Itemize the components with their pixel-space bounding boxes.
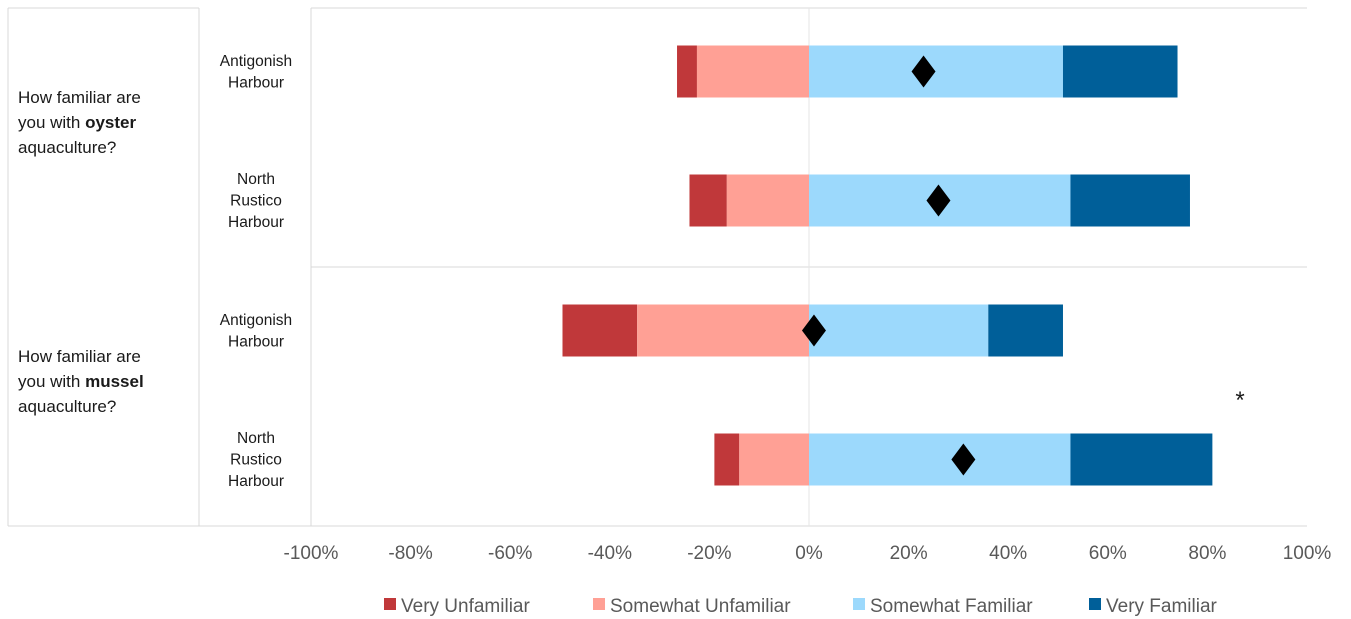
mean-marker-g1-r1 [911,55,936,88]
x-tick-label: 20% [890,543,928,564]
mean-marker-g2-r2 [951,443,976,476]
mean-markers [801,55,976,476]
bar-very-familiar-g2-r1 [988,304,1063,357]
row-label-line: Rustico [230,452,282,469]
question-line-3: aquaculture? [18,138,116,157]
question-labels: How familiar are you with oyster aquacultu… [18,88,144,416]
bar-very-familiar-g2-r2 [1070,433,1213,486]
question-label-2: How familiar are you with mussel aquacultu… [18,347,144,416]
legend: Very Unfamiliar Somewhat Unfamiliar Somewh… [384,596,1218,617]
question-line-2: you with mussel [18,372,144,391]
x-tick-label: -80% [388,543,432,564]
row-label-3: Antigonish Harbour [220,312,292,351]
bar-somewhat-unfamiliar-g1-r2 [726,174,809,227]
row-label-2: North Rustico Harbour [228,171,284,231]
row-label-4: North Rustico Harbour [228,430,284,490]
question-line-2-text: you with [18,113,85,132]
bar-somewhat-unfamiliar-g2-r2 [739,433,809,486]
bar-very-unfamiliar-g1-r2 [689,174,727,227]
chart-frame [7,7,1307,527]
row-label-line: North [237,171,275,188]
question-line-1: How familiar are [18,347,141,366]
bar-somewhat-unfamiliar-g1-r1 [696,45,809,98]
row-label-line: Antigonish [220,53,292,70]
legend-swatch-somewhat-unfamiliar [593,598,605,610]
bars [562,45,1213,486]
row-label-line: Antigonish [220,312,292,329]
x-tick-label: -100% [284,543,339,564]
bar-somewhat-familiar-g2-r2 [809,433,1071,486]
row-label-line: Harbour [228,473,284,490]
legend-swatch-very-unfamiliar [384,598,396,610]
bar-somewhat-familiar-g2-r1 [809,304,989,357]
legend-label-somewhat-unfamiliar: Somewhat Unfamiliar [610,596,791,617]
x-tick-label: 80% [1188,543,1226,564]
question-subject: mussel [85,372,144,391]
question-line-2: you with oyster [18,113,137,132]
bar-somewhat-familiar-g1-r1 [809,45,1063,98]
bar-very-familiar-g1-r1 [1062,45,1178,98]
significance-marker: * [1235,387,1244,414]
bar-very-unfamiliar-g2-r2 [714,433,740,486]
question-line-3: aquaculture? [18,397,116,416]
row-label-line: Harbour [228,74,284,91]
row-label-line: North [237,430,275,447]
row-label-line: Harbour [228,214,284,231]
row-label-line: Harbour [228,333,284,350]
x-axis-ticks: -100% -80% -60% -40% -20% 0% 20% 40% 60% 80% 100% [284,543,1332,564]
x-tick-label: 40% [989,543,1027,564]
legend-label-very-familiar: Very Familiar [1106,596,1218,617]
x-tick-label: 0% [795,543,823,564]
x-tick-label: 100% [1283,543,1332,564]
bar-very-unfamiliar-g2-r1 [562,304,638,357]
legend-label-very-unfamiliar: Very Unfamiliar [401,596,530,617]
bar-somewhat-unfamiliar-g2-r1 [637,304,809,357]
row-label-line: Rustico [230,193,282,210]
x-tick-label: -20% [687,543,731,564]
question-subject: oyster [85,113,136,132]
x-tick-label: 60% [1089,543,1127,564]
mean-marker-g1-r2 [926,184,951,217]
legend-swatch-very-familiar [1089,598,1101,610]
row-label-1: Antigonish Harbour [220,53,292,92]
bar-very-unfamiliar-g1-r1 [677,45,697,98]
x-tick-label: -40% [588,543,632,564]
question-line-2-text: you with [18,372,85,391]
x-tick-label: -60% [488,543,532,564]
mean-marker-g2-r1 [801,314,826,347]
significance-markers: * [1235,387,1244,414]
legend-swatch-somewhat-familiar [853,598,865,610]
bar-very-familiar-g1-r2 [1070,174,1190,227]
legend-label-somewhat-familiar: Somewhat Familiar [870,596,1033,617]
question-line-1: How familiar are [18,88,141,107]
question-label-1: How familiar are you with oyster aquacultu… [18,88,141,157]
